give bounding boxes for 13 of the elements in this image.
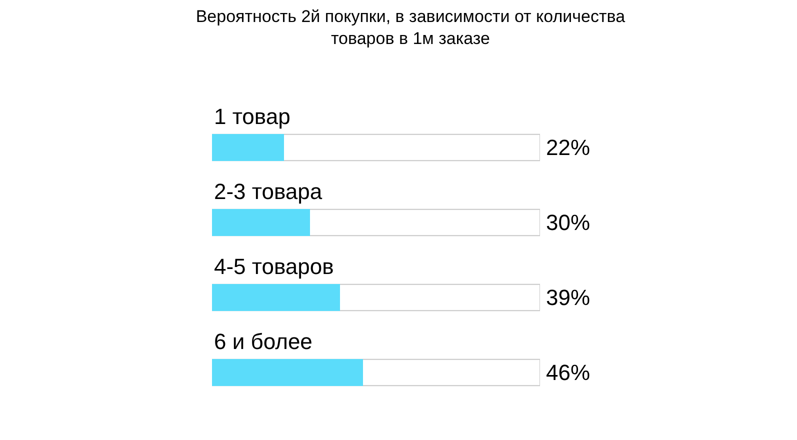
- y-tick-label: 6 и более: [214, 329, 312, 354]
- bar: [212, 359, 363, 386]
- data-label: 22%: [546, 135, 590, 160]
- bar: [212, 284, 340, 311]
- chart-title: Вероятность 2й покупки, в зависимости от количества товаров в 1м заказе: [196, 7, 626, 48]
- y-tick-label: 1 товар: [214, 104, 290, 129]
- data-label: 46%: [546, 360, 590, 385]
- data-label: 39%: [546, 285, 590, 310]
- bar: [212, 134, 284, 161]
- bar: [212, 209, 310, 236]
- data-label: 30%: [546, 210, 590, 235]
- y-tick-label: 4-5 товаров: [214, 254, 334, 279]
- y-tick-label: 2-3 товара: [214, 179, 323, 204]
